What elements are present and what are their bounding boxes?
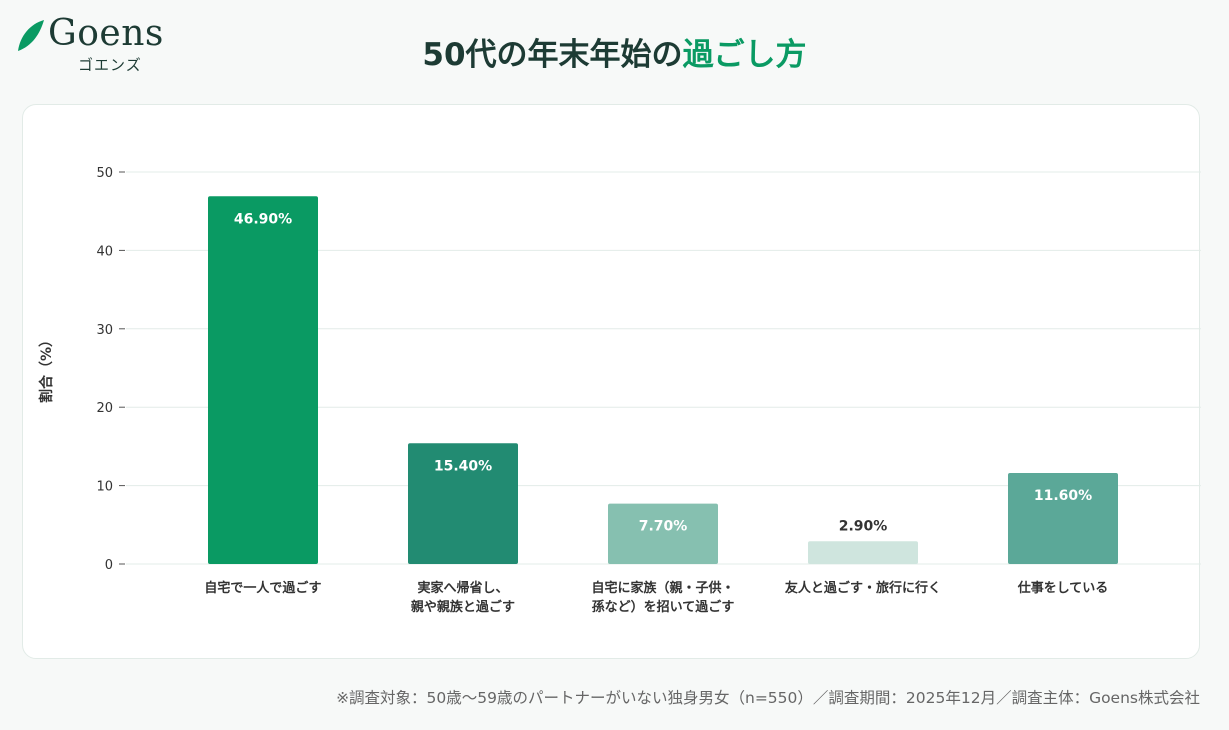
category-label: 自宅で一人で過ごす bbox=[204, 580, 321, 596]
bar-value-label: 7.70% bbox=[639, 519, 688, 535]
category-label: 友人と過ごす・旅行に行く bbox=[785, 580, 941, 596]
title-accent: 過ごし方 bbox=[682, 37, 807, 73]
bar-value-label: 2.90% bbox=[839, 518, 888, 534]
survey-footnote: ※調査対象：50歳〜59歳のパートナーがいない独身男女（n=550）／調査期間：… bbox=[336, 689, 1200, 707]
bar-value-label: 46.90% bbox=[234, 211, 292, 227]
bar bbox=[1008, 473, 1118, 564]
category-label: 孫など）を招いて過ごす bbox=[592, 599, 735, 615]
category-label: 親や親族と過ごす bbox=[411, 599, 515, 615]
y-tick-label: 40 bbox=[96, 244, 113, 259]
title-prefix: 50代の年末年始の bbox=[422, 37, 683, 73]
leaf-icon bbox=[18, 20, 44, 51]
bar-chart: 0 10 20 30 40 50 割合（%） 46.90% 自宅で一人で過ごす 15.40% 実家へ… bbox=[38, 166, 1201, 615]
y-axis-label: 割合（%） bbox=[38, 333, 55, 403]
y-tick-label: 20 bbox=[96, 401, 113, 416]
bar bbox=[208, 196, 318, 564]
category-label: 仕事をしている bbox=[1017, 580, 1109, 596]
category-label: 自宅に家族（親・子供・ bbox=[591, 580, 734, 596]
y-tick-label: 50 bbox=[96, 166, 113, 181]
bar bbox=[808, 541, 918, 564]
logo-wordmark: Goens bbox=[48, 13, 164, 54]
bar-value-label: 11.60% bbox=[1034, 488, 1092, 504]
chart-card: 0 10 20 30 40 50 割合（%） 46.90% 自宅で一人で過ごす 15.40% 実家へ… bbox=[22, 104, 1201, 659]
bar bbox=[408, 443, 518, 564]
category-label: 実家へ帰省し、 bbox=[417, 580, 508, 596]
y-tick-label: 30 bbox=[96, 323, 113, 338]
brand-logo: Goens ゴエンズ bbox=[16, 14, 186, 74]
y-tick-label: 0 bbox=[105, 558, 113, 573]
page-title: 50代の年末年始の過ごし方 bbox=[0, 40, 1229, 71]
bar bbox=[608, 503, 718, 564]
logo-subtitle: ゴエンズ bbox=[78, 56, 142, 74]
y-tick-label: 10 bbox=[96, 480, 113, 495]
bar-value-label: 15.40% bbox=[434, 458, 492, 474]
